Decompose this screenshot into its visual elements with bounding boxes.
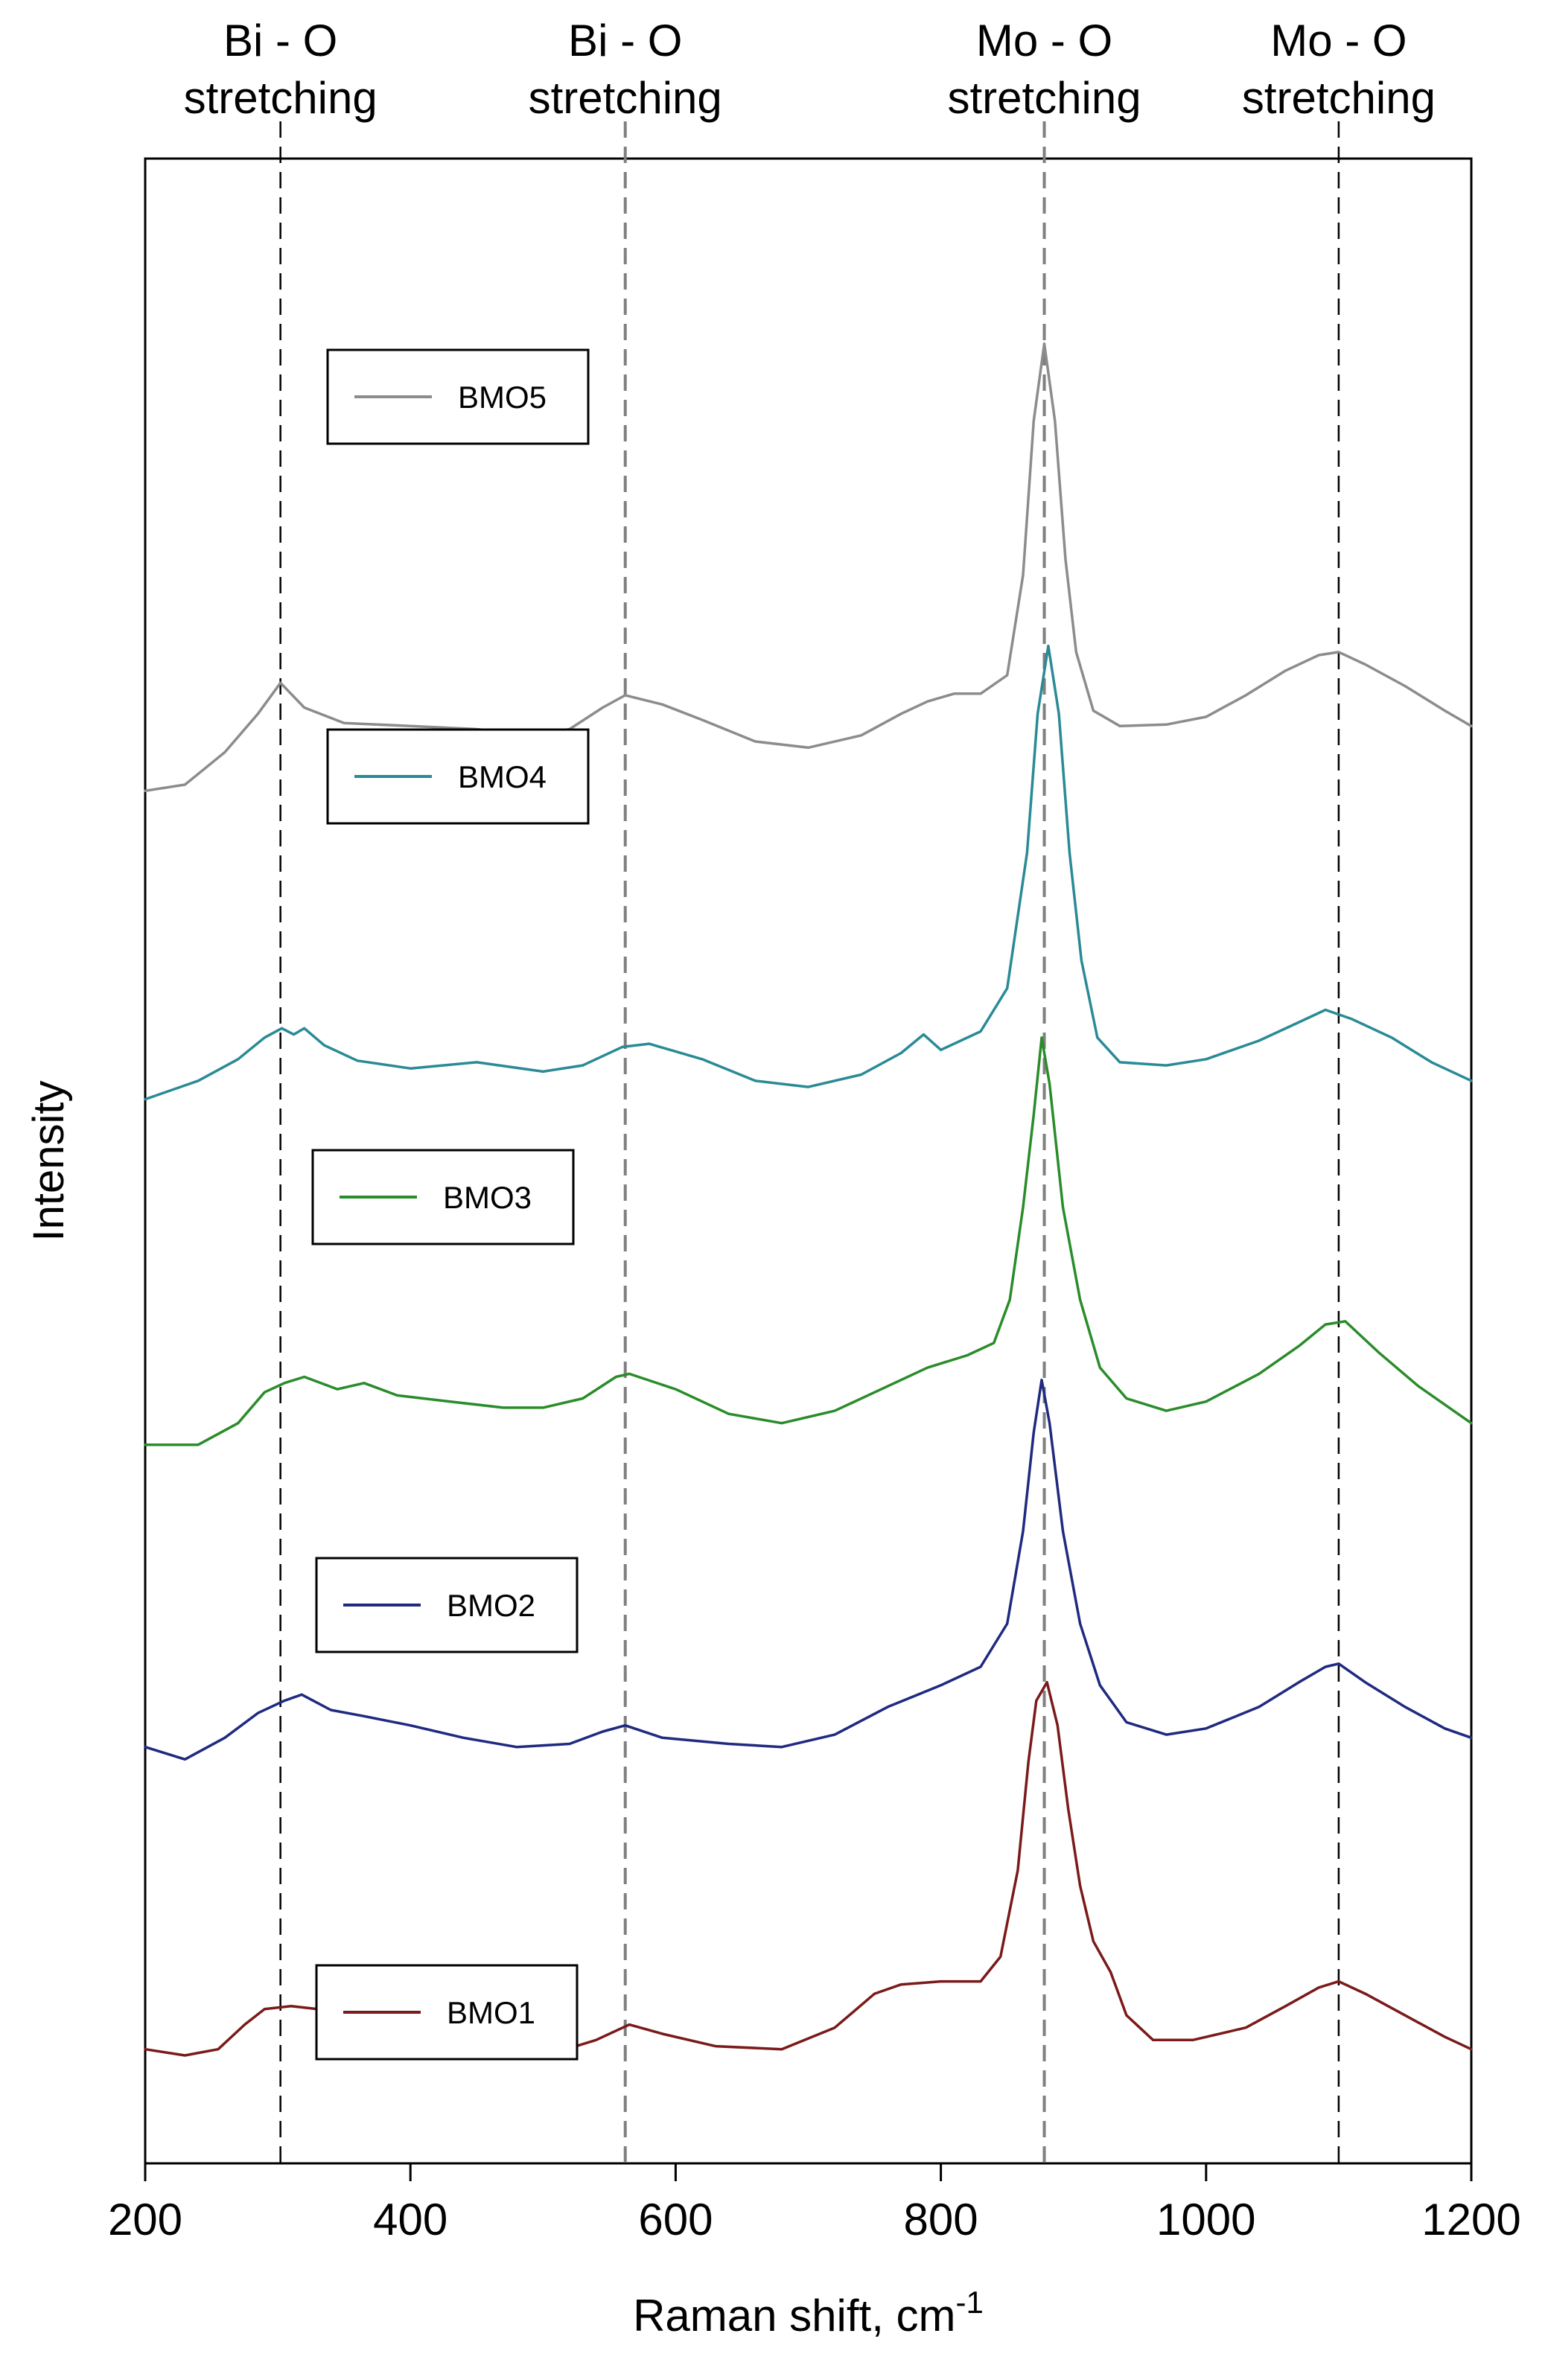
annotation-1-line2: stretching xyxy=(184,73,378,123)
x-axis-label: Raman shift, cm-1 xyxy=(633,2285,984,2341)
series-line-bmo3 xyxy=(144,1036,1473,1446)
annotation-3-line2: stretching xyxy=(947,73,1141,123)
legend-group: BMO5 BMO4 BMO3 BMO2 BMO1 xyxy=(311,348,590,2061)
legend-bmo4: BMO4 xyxy=(326,728,590,825)
x-axis-label-text: Raman shift, cm xyxy=(633,2291,955,2341)
x-tick-label-1200: 1200 xyxy=(1421,2195,1520,2245)
x-ticks-group: 200 400 600 800 1000 1200 xyxy=(108,2163,1521,2245)
legend-label-bmo3: BMO3 xyxy=(443,1180,532,1215)
annotation-1-line1: Bi - O xyxy=(223,16,337,66)
plot-frame xyxy=(144,157,1473,2165)
reference-lines-group xyxy=(279,121,1340,2163)
annotation-3-line1: Mo - O xyxy=(976,16,1112,66)
legend-label-bmo4: BMO4 xyxy=(458,759,547,794)
legend-bmo1: BMO1 xyxy=(315,1964,579,2061)
legend-bmo5: BMO5 xyxy=(326,348,590,445)
series-line-bmo2 xyxy=(144,1378,1473,1761)
series-line-bmo4 xyxy=(144,644,1473,1101)
y-axis-label: Intensity xyxy=(25,1081,73,1242)
legend-label-bmo5: BMO5 xyxy=(458,380,547,415)
x-tick-label-600: 600 xyxy=(638,2195,713,2245)
x-tick-label-400: 400 xyxy=(373,2195,447,2245)
series-line-bmo5 xyxy=(144,342,1473,793)
annotation-4-line1: Mo - O xyxy=(1270,16,1407,66)
annotation-4-line2: stretching xyxy=(1242,73,1436,123)
series-group xyxy=(144,342,1473,2057)
x-tick-label-1000: 1000 xyxy=(1156,2195,1255,2245)
x-axis-label-superscript: -1 xyxy=(956,2285,984,2320)
x-tick-label-800: 800 xyxy=(904,2195,978,2245)
legend-label-bmo1: BMO1 xyxy=(447,1995,535,2030)
legend-bmo2: BMO2 xyxy=(315,1557,579,1653)
legend-box-bmo5 xyxy=(326,348,590,445)
legend-label-bmo2: BMO2 xyxy=(447,1588,535,1623)
annotation-2-line2: stretching xyxy=(529,73,722,123)
annotation-2-line1: Bi - O xyxy=(568,16,682,66)
legend-bmo3: BMO3 xyxy=(311,1149,575,1245)
annotation-group: Bi - O stretching Bi - O stretching Mo - O st… xyxy=(184,16,1436,123)
x-tick-label-200: 200 xyxy=(108,2195,182,2245)
